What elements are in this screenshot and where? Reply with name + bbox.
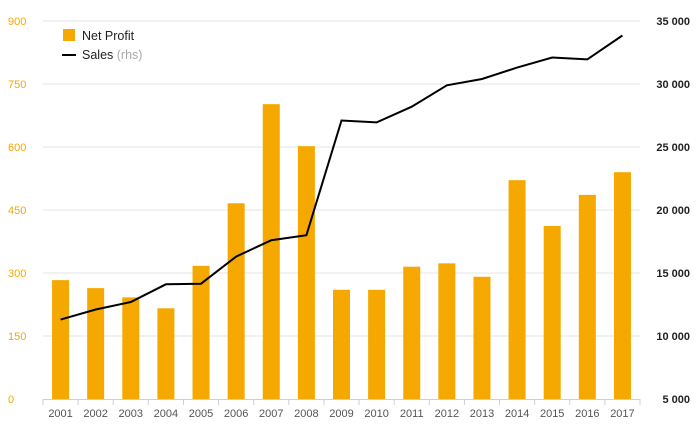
right-axis-tick-label: 20 000 — [656, 205, 690, 217]
x-axis-tick-label: 2014 — [505, 408, 529, 420]
net-profit-bar — [368, 289, 386, 399]
net-profit-bar — [122, 297, 140, 399]
left-axis-tick-label: 900 — [8, 16, 26, 28]
x-axis-tick-label: 2004 — [154, 408, 178, 420]
x-axis-tick-label: 2012 — [435, 408, 459, 420]
right-axis-tick-label: 5 000 — [662, 394, 690, 406]
x-axis-tick-label: 2006 — [224, 408, 248, 420]
net-profit-bar — [192, 265, 210, 399]
left-axis-tick-label: 600 — [8, 142, 26, 154]
x-axis-tick-label: 2017 — [610, 408, 634, 420]
left-axis-tick-label: 750 — [8, 79, 26, 91]
x-axis-tick-label: 2007 — [259, 408, 283, 420]
right-axis-tick-label: 15 000 — [656, 268, 690, 280]
left-axis-tick-label: 450 — [8, 205, 26, 217]
gridlines — [43, 20, 640, 337]
sales-line — [60, 34, 623, 321]
net-profit-bar — [297, 146, 315, 399]
right-y-axis: 5 000 10 000 15 000 20 000 25 000 30 000 35 00… — [656, 16, 690, 406]
right-axis-tick-label: 25 000 — [656, 142, 690, 154]
net-profit-bar — [227, 203, 245, 399]
x-axis-tick-label: 2011 — [400, 408, 424, 420]
net-profit-bar — [543, 225, 561, 399]
net-profit-bar — [578, 194, 596, 399]
left-axis-tick-label: 150 — [8, 331, 26, 343]
legend-label-sales-suffix: (rhs) — [117, 48, 143, 62]
x-axis-tick-label: 2015 — [540, 408, 564, 420]
net-profit-bars — [52, 104, 631, 399]
net-profit-bar — [403, 266, 421, 399]
net-profit-bar — [157, 308, 175, 399]
net-profit-bar — [438, 263, 456, 399]
left-y-axis: 0 150 300 450 600 750 900 — [8, 16, 26, 406]
net-profit-bar — [52, 280, 70, 399]
x-axis-tick-label: 2010 — [364, 408, 388, 420]
net-profit-bar — [333, 289, 350, 399]
x-axis-tick-label: 2003 — [119, 408, 143, 420]
x-axis-tick-label: 2009 — [329, 408, 353, 420]
legend-swatch-net-profit — [63, 29, 75, 41]
left-axis-tick-label: 0 — [8, 394, 14, 406]
x-axis-tick-label: 2001 — [48, 408, 72, 420]
right-axis-tick-label: 10 000 — [656, 331, 690, 343]
x-axis-tick-label: 2005 — [189, 408, 213, 420]
net-profit-bar — [87, 288, 105, 399]
net-profit-bar — [613, 172, 631, 399]
x-axis: 2001 2002 2003 2004 2005 2006 2007 2008 2009 2010… — [42, 399, 641, 420]
x-axis-tick-label: 2013 — [470, 408, 494, 420]
legend-label-sales: Sales (rhs) — [82, 48, 142, 62]
x-axis-tick-label: 2002 — [83, 408, 107, 420]
right-axis-tick-label: 30 000 — [656, 79, 690, 91]
left-axis-tick-label: 300 — [8, 268, 26, 280]
net-profit-bar — [508, 180, 526, 399]
legend-label-net-profit: Net Profit — [82, 29, 135, 43]
net-profit-bar — [262, 104, 280, 399]
x-axis-tick-label: 2016 — [575, 408, 599, 420]
legend: Net Profit Sales (rhs) — [62, 29, 142, 62]
x-axis-tick-label: 2008 — [294, 408, 318, 420]
net-profit-bar — [473, 276, 491, 399]
right-axis-tick-label: 35 000 — [656, 16, 690, 28]
legend-label-sales-name: Sales — [82, 48, 113, 62]
